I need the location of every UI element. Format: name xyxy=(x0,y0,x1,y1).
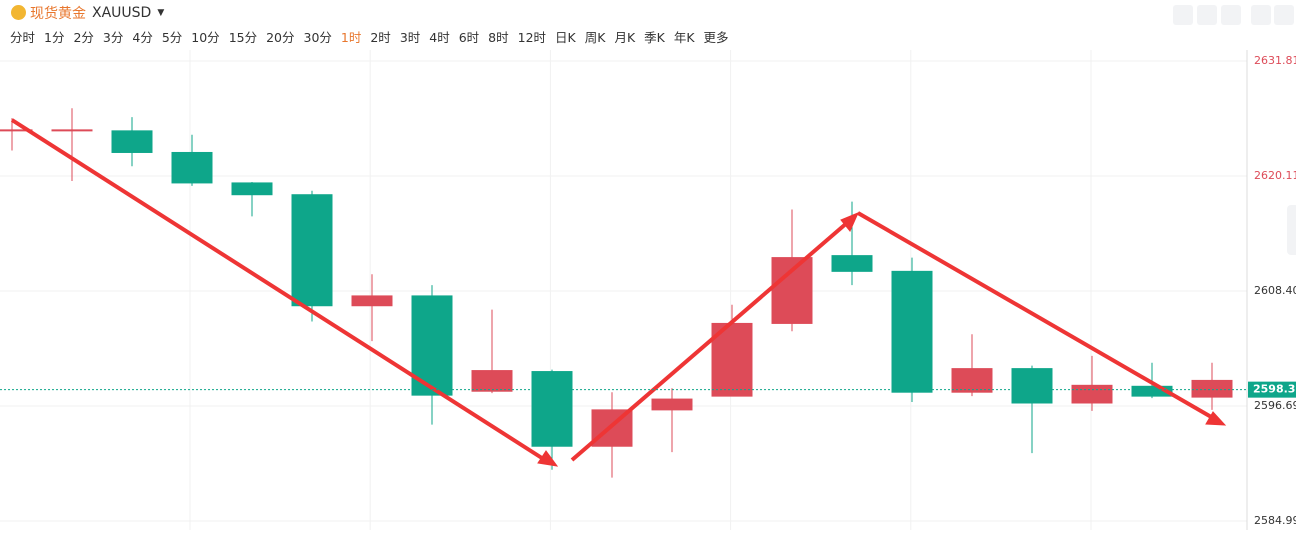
period-tab[interactable]: 6时 xyxy=(458,30,480,45)
period-tab[interactable]: 月K xyxy=(614,30,636,45)
arrow-line xyxy=(10,118,547,462)
trend-arrows xyxy=(10,118,1227,467)
tool-button[interactable] xyxy=(1251,5,1271,25)
candle-body xyxy=(471,370,513,392)
arrow-line xyxy=(856,211,1215,420)
current-price-label: 2598.36 xyxy=(1253,383,1296,396)
symbol-name: 现货黄金 xyxy=(30,6,86,22)
candle-body xyxy=(1071,384,1113,404)
candle-body xyxy=(291,194,333,307)
y-tick-label: 2596.69 xyxy=(1254,399,1296,412)
candle-body xyxy=(831,255,873,272)
period-tab[interactable]: 季K xyxy=(644,30,665,45)
arrow-head xyxy=(537,450,559,467)
tool-button[interactable] xyxy=(1221,5,1241,25)
tool-button[interactable] xyxy=(1173,5,1193,25)
period-tab[interactable]: 15分 xyxy=(228,30,258,45)
period-tab[interactable]: 4分 xyxy=(132,30,153,45)
period-tab[interactable]: 2分 xyxy=(73,30,94,45)
candle-body xyxy=(531,371,573,447)
y-tick-label: 2631.81 xyxy=(1254,54,1296,67)
period-tab[interactable]: 1分 xyxy=(44,30,65,45)
period-tab[interactable]: 8时 xyxy=(488,30,509,45)
candle-body xyxy=(0,129,33,132)
symbol-code: XAUUSD xyxy=(92,5,152,21)
arrow-line xyxy=(570,220,850,462)
candle-body xyxy=(1191,379,1233,398)
y-axis: 2584.99 2596.69 2608.40 2620.11 2631.81 2598.… xyxy=(0,54,1296,527)
period-tab[interactable]: 20分 xyxy=(266,30,295,45)
candle-body xyxy=(171,151,213,184)
candle-body xyxy=(111,130,153,153)
candle-body xyxy=(651,398,693,411)
period-tab[interactable]: 日K xyxy=(555,30,576,45)
tool-button[interactable] xyxy=(1197,5,1217,25)
period-tab[interactable]: 分时 xyxy=(10,30,36,45)
candle-body xyxy=(1011,368,1053,404)
symbol-icon xyxy=(11,5,26,20)
toolbar: 现货黄金 XAUUSD ▼ 分时 1分 2分 3分 4分 5分 10分 15分 20分 30分 1时… xyxy=(0,0,1296,50)
period-tab[interactable]: 30分 xyxy=(303,30,332,45)
period-tab[interactable]: 12时 xyxy=(517,30,547,45)
candle-body xyxy=(1131,385,1173,397)
y-tick-label: 2608.40 xyxy=(1254,284,1296,297)
y-tick-label: 2584.99 xyxy=(1254,514,1296,527)
candle-body xyxy=(891,270,933,393)
period-tab[interactable]: 1时 xyxy=(340,30,362,45)
candle-body xyxy=(351,295,393,307)
period-tabs: 分时 1分 2分 3分 4分 5分 10分 15分 20分 30分 1时 2时 3时 4时 6时 8时 12时日… xyxy=(10,27,729,46)
candle-body xyxy=(951,368,993,393)
candle-body xyxy=(51,129,93,132)
period-tab[interactable]: 3分 xyxy=(102,30,124,45)
period-tab[interactable]: 年K xyxy=(673,30,695,45)
dropdown-caret: ▼ xyxy=(157,8,165,18)
period-tab[interactable]: 10分 xyxy=(191,30,220,45)
current-price-tag xyxy=(1248,381,1296,398)
tool-button[interactable] xyxy=(1274,5,1294,25)
y-tick-label: 2620.11 xyxy=(1254,169,1296,182)
grid xyxy=(0,50,1247,530)
period-tab[interactable]: 2时 xyxy=(370,30,391,45)
arrow-head xyxy=(840,212,859,232)
period-tab[interactable]: 5分 xyxy=(161,30,183,45)
arrow-head xyxy=(1205,411,1227,426)
period-tab[interactable]: 周K xyxy=(584,30,606,45)
side-toggle[interactable] xyxy=(1287,205,1296,255)
candle-body xyxy=(231,182,273,196)
period-tab[interactable]: 4时 xyxy=(429,30,450,45)
period-tab[interactable]: 3时 xyxy=(399,30,421,45)
period-tab[interactable]: 更多 xyxy=(703,30,729,45)
symbol[interactable]: 现货黄金 XAUUSD ▼ xyxy=(30,3,164,23)
candle-body xyxy=(771,257,813,324)
